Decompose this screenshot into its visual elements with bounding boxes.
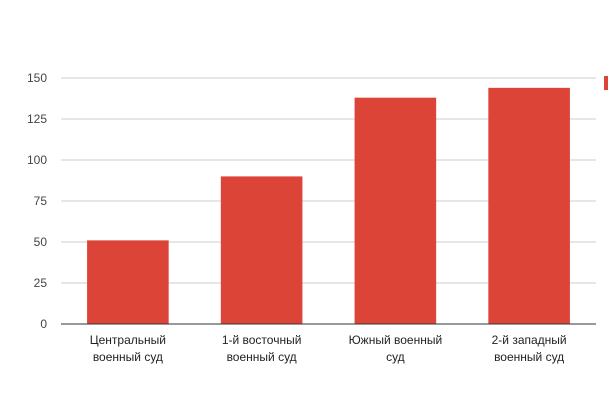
bars: [87, 87, 570, 325]
y-tick-label: 125: [27, 112, 47, 126]
bar: [87, 240, 169, 324]
bar: [354, 97, 437, 325]
x-category-label: Южный военный: [349, 333, 443, 347]
x-category-label: военный суд: [494, 350, 564, 364]
bar: [488, 87, 570, 324]
legend-swatch-clipped: [604, 76, 608, 90]
x-category-label: Центральный: [90, 333, 166, 347]
y-tick-label: 150: [27, 71, 47, 85]
x-category-label: 1-й восточный: [222, 333, 302, 347]
x-category-label: 2-й западный: [492, 333, 567, 347]
y-axis-tick-labels: 0 25 50 75 100 125 150: [27, 71, 47, 331]
y-tick-label: 0: [40, 317, 47, 331]
x-category-label: суд: [386, 350, 405, 364]
x-axis-category-labels: Центральный военный суд 1-й восточный военн…: [90, 333, 567, 364]
x-category-label: военный суд: [93, 350, 163, 364]
y-tick-label: 100: [27, 153, 47, 167]
y-tick-label: 50: [34, 235, 48, 249]
bar: [220, 176, 303, 324]
y-tick-label: 25: [34, 276, 48, 290]
x-category-label: военный суд: [227, 350, 297, 364]
y-tick-label: 75: [34, 194, 48, 208]
